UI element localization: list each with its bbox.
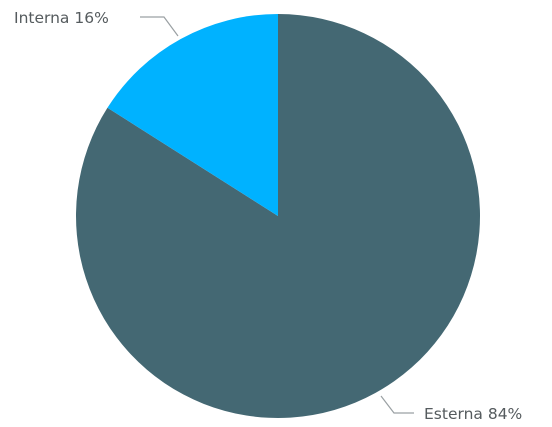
leader-line-esterna [380,395,414,414]
pie-slice-interna [107,14,278,216]
slice-label-esterna: Esterna 84% [424,405,522,423]
slice-label-interna: Interna 16% [14,9,109,27]
leader-line-interna [140,16,179,37]
pie-slices [76,14,481,418]
pie-slice-esterna [76,14,481,418]
